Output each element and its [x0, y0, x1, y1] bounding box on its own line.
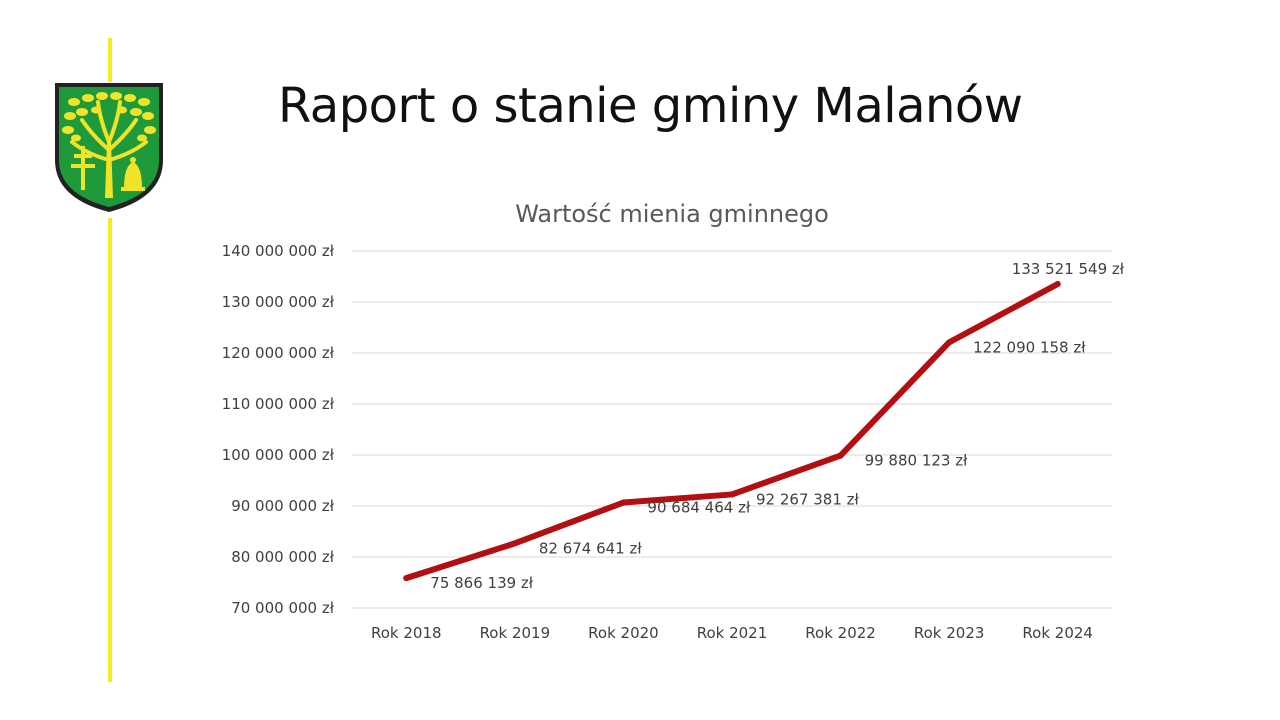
y-tick-label: 130 000 000 zł	[222, 293, 335, 311]
y-tick-label: 140 000 000 zł	[222, 242, 335, 260]
x-tick-label: Rok 2022	[805, 624, 876, 642]
x-tick-label: Rok 2024	[1022, 624, 1093, 642]
y-tick-label: 80 000 000 zł	[231, 548, 335, 566]
x-tick-label: Rok 2018	[371, 624, 442, 642]
data-point	[946, 339, 953, 346]
slide-title: Raport o stanie gminy Malanów	[278, 78, 1023, 134]
data-label: 75 866 139 zł	[430, 574, 534, 592]
accent-line-bottom	[108, 218, 112, 682]
coat-of-arms-logo	[55, 83, 163, 212]
data-point	[1054, 281, 1061, 288]
x-tick-label: Rok 2021	[697, 624, 768, 642]
x-tick-label: Rok 2020	[588, 624, 659, 642]
data-label: 122 090 158 zł	[973, 338, 1086, 356]
x-tick-label: Rok 2023	[914, 624, 985, 642]
x-tick-label: Rok 2019	[480, 624, 551, 642]
data-label: 82 674 641 zł	[539, 539, 643, 557]
y-tick-label: 120 000 000 zł	[222, 344, 335, 362]
series-line	[403, 281, 1061, 582]
y-tick-label: 100 000 000 zł	[222, 446, 335, 464]
y-tick-label: 90 000 000 zł	[231, 497, 335, 515]
accent-line-top	[108, 38, 112, 82]
data-point	[511, 540, 518, 547]
data-label: 92 267 381 zł	[756, 490, 860, 508]
data-label: 133 521 549 zł	[1012, 260, 1125, 278]
y-tick-label: 110 000 000 zł	[222, 395, 335, 413]
y-tick-label: 70 000 000 zł	[231, 599, 335, 617]
data-label: 90 684 464 zł	[647, 499, 751, 517]
data-label: 99 880 123 zł	[865, 452, 969, 470]
data-point	[620, 499, 627, 506]
data-point	[403, 575, 410, 582]
chart-title: Wartość mienia gminnego	[515, 200, 829, 228]
data-point	[729, 491, 735, 498]
data-point	[837, 452, 844, 459]
